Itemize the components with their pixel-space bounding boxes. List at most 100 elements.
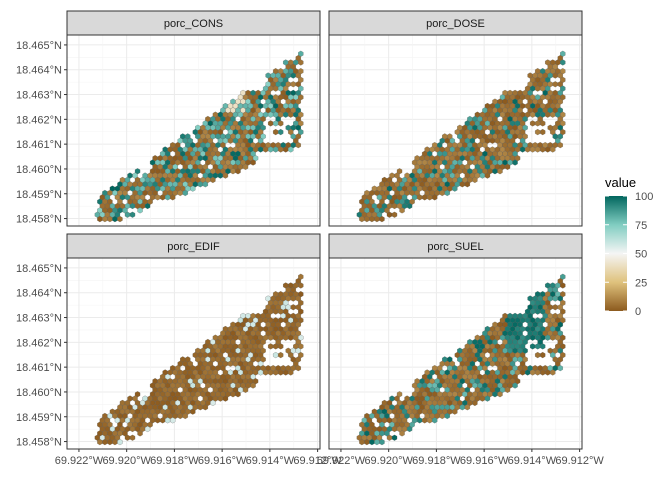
legend: value 100 75 50 25 0 [605,175,653,318]
x-tick-label: 69.912°W [555,455,604,467]
hex-cell [129,211,136,218]
hex-cell [444,189,450,197]
x-tick-label: 69.912°W [293,455,342,467]
hex-cell [144,425,151,433]
hex-cell [222,395,229,402]
y-tick-label: 18.460°N [16,387,62,399]
legend-tick-label: 25 [635,277,647,289]
x-tick-label: 69.918°W [412,455,461,467]
hex-cell [464,181,470,188]
hex-cell [399,207,405,214]
hex-cell [117,216,123,223]
hex-cell [190,185,196,192]
facet-strip-label: porc_DOSE [426,18,485,30]
hex-cell [432,194,438,201]
hex-cell [550,146,556,153]
facet-panel: porc_EDIF [66,233,321,450]
y-tick-label: 18.459°N [16,412,62,424]
hex-cell [557,142,563,149]
hex-cell [298,59,304,66]
hexbin-layer [356,50,566,223]
hex-cell [117,439,123,446]
hex-cell [557,365,563,372]
y-tick-label: 18.465°N [16,263,62,275]
legend-tick-label: 0 [635,306,641,318]
hex-cell [278,343,284,350]
hex-cell [391,434,398,441]
y-tick-label: 18.460°N [16,164,62,176]
facet-strip [66,233,321,259]
hex-cell [464,404,470,411]
hex-cell [202,181,208,188]
x-tick-label: 69.920°W [364,455,413,467]
hex-cell [540,352,546,359]
hex-cell [144,202,151,210]
hex-cell [288,369,294,376]
hex-cell [504,163,511,170]
hex-cell [512,382,518,389]
legend-colorbar [605,196,627,311]
hex-cell [278,129,284,136]
hex-cell [379,439,385,446]
y-tick-label: 18.465°N [16,40,62,52]
legend-title: value [605,175,636,190]
panel-border [66,257,321,450]
facet-strip-label: porc_CONS [164,18,223,30]
hex-cell [512,159,518,166]
hex-cell [540,129,546,136]
facet-strip-label: porc_EDIF [167,241,220,253]
hex-cell [242,386,249,393]
y-tick-label: 18.462°N [16,114,62,126]
hex-cell [288,146,294,153]
y-tick-label: 18.464°N [16,65,62,77]
x-tick-label: 69.918°W [150,455,199,467]
hex-cell [560,282,566,289]
y-axes: 18.458°N 18.459°N 18.460°N 18.461°N 18.462°N… [16,40,67,449]
hex-cell [137,207,143,214]
hex-cell [540,120,546,127]
legend-tick-label: 50 [635,249,647,261]
hex-cell [170,417,176,424]
hex-cell [278,352,284,359]
facet-strip [328,10,583,36]
hex-cell [399,430,405,437]
x-tick-label: 69.916°W [460,455,509,467]
hex-cell [250,382,256,389]
hex-cell [379,216,385,223]
hex-cell [497,391,503,398]
y-tick-label: 18.459°N [16,189,62,201]
y-tick-label: 18.463°N [16,313,62,325]
hexbin-layer [94,50,304,223]
hex-cell [222,172,229,179]
facet-panel: porc_CONS [66,10,321,227]
hex-cell [235,391,241,398]
x-tick-label: 69.922°W [317,455,366,467]
hex-cell [235,168,241,175]
hex-cell [452,185,458,192]
hex-cell [432,417,438,424]
hex-cell [484,172,491,179]
hexbin-layer [94,273,304,446]
x-axes: 69.922°W 69.920°W 69.918°W 69.916°W 69.914°W… [55,449,604,467]
hex-cell [497,168,503,175]
hex-cell [278,120,284,127]
facet-strip-label: porc_SUEL [427,241,483,253]
hex-cell [137,430,143,437]
hex-cell [250,159,256,166]
y-tick-label: 18.464°N [16,288,62,300]
panel-border [328,34,583,227]
x-tick-label: 69.916°W [198,455,247,467]
facet-panel: porc_DOSE [328,10,583,227]
hex-cell [484,395,491,402]
hex-cell [550,369,556,376]
hex-cell [170,194,176,201]
hex-cell [202,404,208,411]
hex-cell [504,386,511,393]
y-tick-label: 18.458°N [16,214,62,226]
hex-cell [406,202,413,210]
hex-cell [242,163,249,170]
x-tick-label: 69.922°W [55,455,104,467]
facet-strip [66,10,321,36]
panel-border [66,34,321,227]
